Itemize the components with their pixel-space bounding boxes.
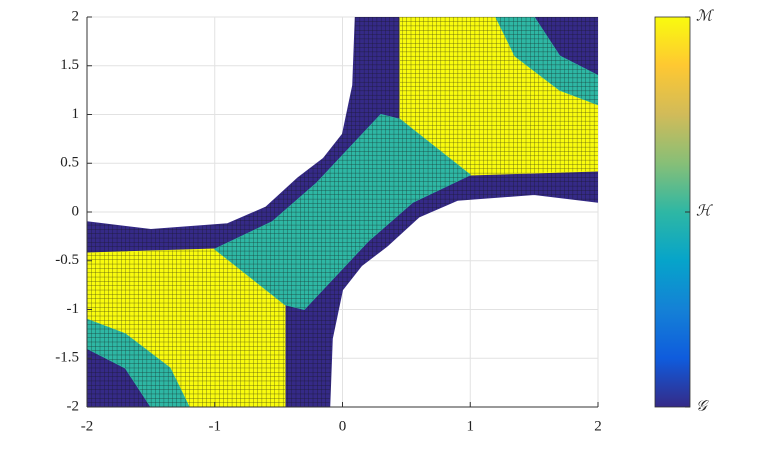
y-tick-label: -1.5 xyxy=(55,350,79,366)
x-tick-label: -2 xyxy=(81,418,94,434)
region-mesh xyxy=(87,319,190,407)
region-mesh xyxy=(495,17,598,105)
region-mesh xyxy=(399,17,598,175)
region-mesh xyxy=(87,249,286,407)
y-tick-label: -0.5 xyxy=(55,252,79,268)
colorbar-tick-label: ℳ xyxy=(696,8,714,24)
x-tick-label: 1 xyxy=(467,418,475,434)
y-tick-label: -1 xyxy=(67,301,80,317)
x-tick-label: 2 xyxy=(594,418,602,434)
y-tick-label: 0 xyxy=(72,203,80,219)
y-tick-label: 2 xyxy=(72,8,80,24)
y-tick-label: -2 xyxy=(67,398,80,414)
x-tick-label: 0 xyxy=(339,418,347,434)
x-tick-label: -1 xyxy=(209,418,222,434)
y-tick-label: 1 xyxy=(72,106,80,122)
y-tick-label: 1.5 xyxy=(60,57,79,73)
colorbar-tick-label: 𝒢 xyxy=(696,398,709,414)
colorbar-tick-label: ℋ xyxy=(696,203,713,219)
colorbar xyxy=(654,16,691,408)
y-tick-label: 0.5 xyxy=(60,155,79,171)
region-mesh xyxy=(214,114,471,310)
